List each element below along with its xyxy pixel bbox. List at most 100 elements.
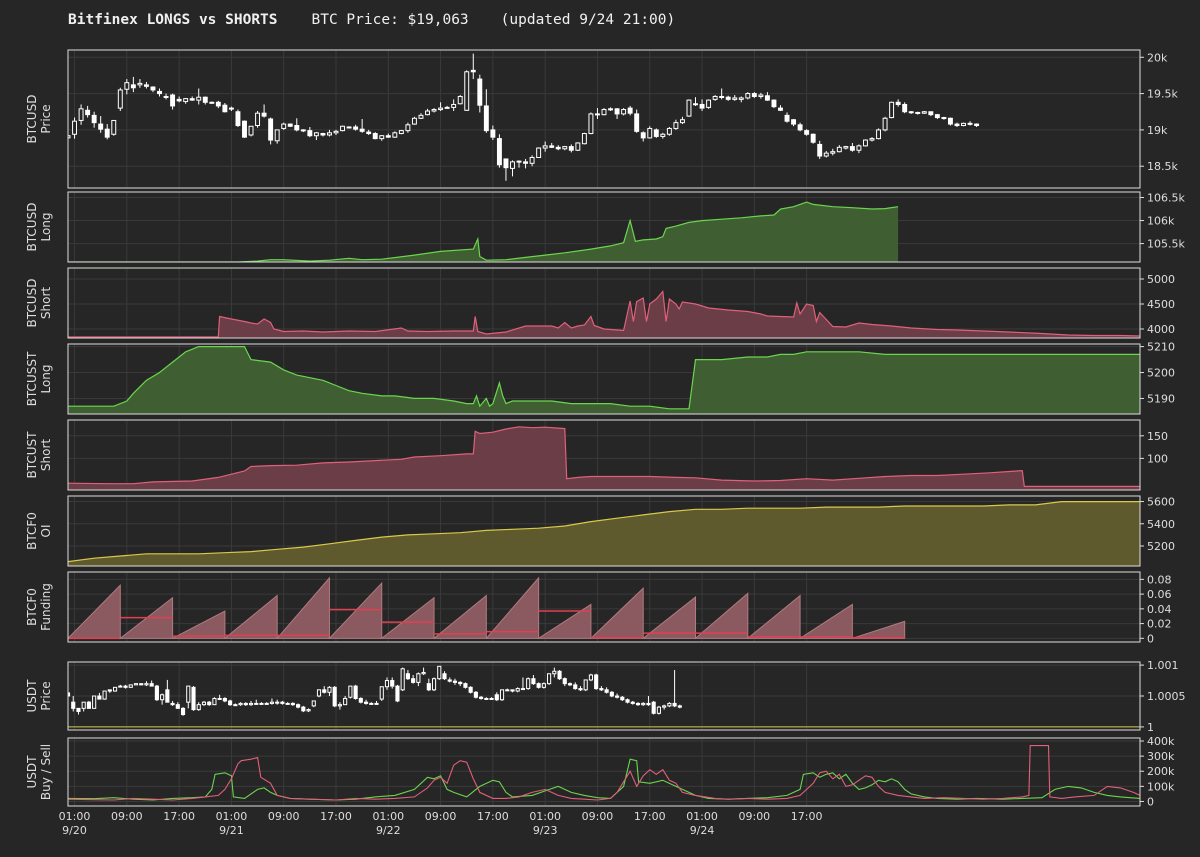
candle xyxy=(588,113,594,135)
candle xyxy=(895,101,901,105)
panel-frame xyxy=(67,661,1141,731)
candle xyxy=(416,673,421,683)
candle xyxy=(581,133,587,145)
y-axis-label: BTCUSDShort xyxy=(25,279,53,328)
candle xyxy=(656,706,661,714)
candle xyxy=(771,99,777,108)
panel-content xyxy=(68,426,1140,490)
candle xyxy=(411,117,417,125)
candle xyxy=(732,97,738,100)
candle xyxy=(494,694,499,701)
candle xyxy=(804,130,810,135)
candle xyxy=(275,701,280,704)
candle xyxy=(300,129,306,132)
candle xyxy=(463,683,468,688)
y-axis-label: BTCF0OI xyxy=(25,512,53,550)
candle xyxy=(484,697,489,700)
y-tick-label: 400k xyxy=(1147,735,1175,748)
candle xyxy=(751,93,757,97)
y-axis-label-line: Buy / Sell xyxy=(39,744,53,800)
candle xyxy=(438,107,444,111)
candle xyxy=(104,128,110,138)
candle xyxy=(452,680,458,683)
candle xyxy=(557,670,562,680)
candle xyxy=(418,114,424,119)
candle xyxy=(437,665,442,680)
x-tick-label: 09:00 xyxy=(111,810,143,823)
candle xyxy=(313,132,319,137)
candle xyxy=(915,111,921,114)
candle xyxy=(719,95,725,98)
panel-frame xyxy=(67,571,1141,643)
candle xyxy=(235,111,241,127)
candle xyxy=(473,691,478,698)
candle xyxy=(268,118,274,141)
candle xyxy=(191,686,196,711)
candle xyxy=(791,119,797,125)
candle xyxy=(212,697,217,706)
candle xyxy=(248,702,254,706)
x-tick-label: 09:00 xyxy=(268,810,300,823)
y-tick-label: 20k xyxy=(1147,51,1168,64)
panel-0: 18.5k 19k 19.5k 20k BTCUSDPrice xyxy=(25,49,1178,189)
y-tick-label: 5210 xyxy=(1147,341,1175,354)
series-line xyxy=(68,426,1140,487)
candle xyxy=(154,685,159,701)
candle xyxy=(133,683,139,686)
candle xyxy=(363,701,369,704)
candle xyxy=(667,702,672,707)
candle xyxy=(693,103,698,106)
candle xyxy=(447,679,452,682)
funding-sawtooth xyxy=(694,592,749,639)
x-tick-label: 17:00 xyxy=(477,810,509,823)
btc-price-text: BTC Price: $19,063 xyxy=(311,12,469,28)
candle xyxy=(934,114,940,119)
y-tick-label: 100k xyxy=(1147,780,1175,793)
candle xyxy=(327,686,332,693)
funding-sawtooth xyxy=(485,576,540,639)
candle xyxy=(385,135,391,138)
candle xyxy=(85,109,91,116)
candle xyxy=(541,683,546,688)
x-date-label: 9/21 xyxy=(219,824,244,837)
candle xyxy=(889,101,895,119)
candle xyxy=(400,668,405,691)
candle xyxy=(468,686,473,693)
candle xyxy=(673,122,679,129)
candle xyxy=(343,697,348,706)
candle xyxy=(287,123,293,127)
candle xyxy=(301,706,306,712)
candle xyxy=(609,691,614,697)
candle xyxy=(641,702,646,706)
panel-2: 4000 4500 5000 BTCUSDShort xyxy=(25,267,1175,339)
candle xyxy=(149,683,154,687)
candle xyxy=(320,133,326,136)
candle xyxy=(660,133,666,137)
candle xyxy=(405,124,411,132)
candle xyxy=(646,702,651,706)
candle xyxy=(372,133,378,140)
candle xyxy=(451,103,457,108)
candle xyxy=(248,125,254,136)
candle xyxy=(405,673,410,680)
candle xyxy=(712,95,718,100)
panel-content xyxy=(68,745,1140,801)
candle xyxy=(98,123,104,130)
candle xyxy=(575,142,581,151)
y-tick-label: 5200 xyxy=(1147,367,1175,380)
y-tick-label: 4000 xyxy=(1147,323,1175,336)
panel-1: 105.5k 106k 106.5k BTCUSDLong xyxy=(25,191,1185,263)
x-tick-label: 17:00 xyxy=(634,810,666,823)
candle xyxy=(238,702,243,706)
candle xyxy=(464,71,470,111)
candle xyxy=(254,702,259,705)
candle xyxy=(947,117,953,125)
candle xyxy=(143,84,149,87)
candle xyxy=(426,683,431,691)
y-tick-label: 4500 xyxy=(1147,298,1175,311)
candle xyxy=(374,702,379,705)
series-line xyxy=(68,501,1140,563)
candle xyxy=(578,688,583,691)
x-date-label: 9/22 xyxy=(376,824,401,837)
candle xyxy=(542,145,548,149)
